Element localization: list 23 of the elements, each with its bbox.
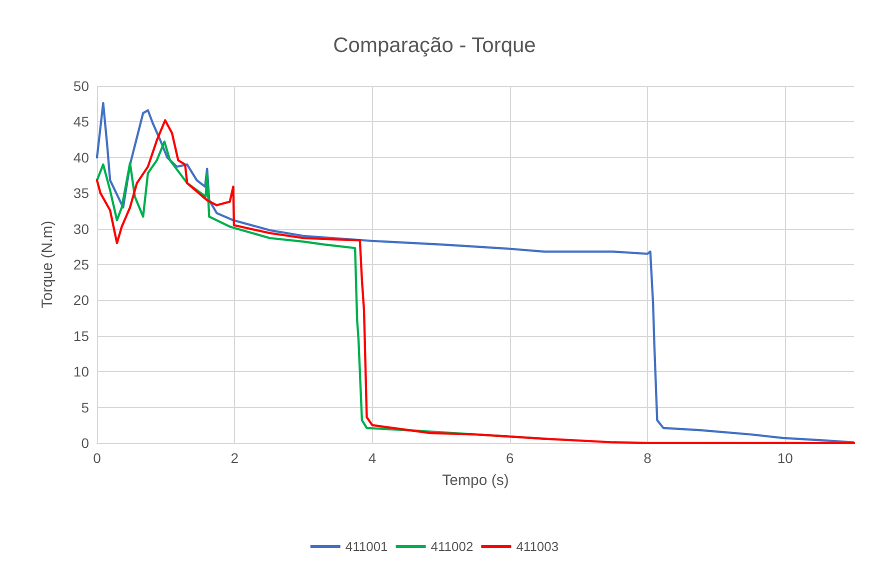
y-tick-label: 45 bbox=[73, 114, 90, 130]
x-tick-label: 6 bbox=[506, 450, 514, 466]
x-tick-label: 4 bbox=[368, 450, 376, 466]
y-tick-label: 5 bbox=[81, 399, 90, 416]
y-tick-label: 15 bbox=[73, 328, 90, 344]
y-tick-label: 25 bbox=[73, 256, 90, 272]
y-tick-label: 40 bbox=[73, 149, 90, 166]
x-tick-label: 8 bbox=[644, 450, 652, 466]
legend-label: 411002 bbox=[430, 539, 474, 554]
x-tick-label: 10 bbox=[777, 450, 794, 466]
chart-title: Comparação - Torque bbox=[333, 34, 536, 57]
y-axis-title: Torque (N.m) bbox=[39, 220, 56, 308]
legend-label: 411001 bbox=[345, 539, 388, 554]
x-axis-title: Tempo (s) bbox=[442, 472, 509, 489]
x-tick-label: 2 bbox=[230, 450, 239, 466]
y-tick-label: 30 bbox=[73, 220, 90, 237]
y-tick-label: 50 bbox=[73, 78, 90, 94]
y-tick-label: 0 bbox=[81, 435, 90, 451]
y-tick-label: 10 bbox=[73, 364, 90, 380]
x-tick-label: 0 bbox=[93, 450, 102, 466]
y-tick-label: 35 bbox=[73, 185, 90, 202]
legend-label: 411003 bbox=[516, 539, 559, 554]
y-tick-label: 20 bbox=[73, 292, 90, 308]
